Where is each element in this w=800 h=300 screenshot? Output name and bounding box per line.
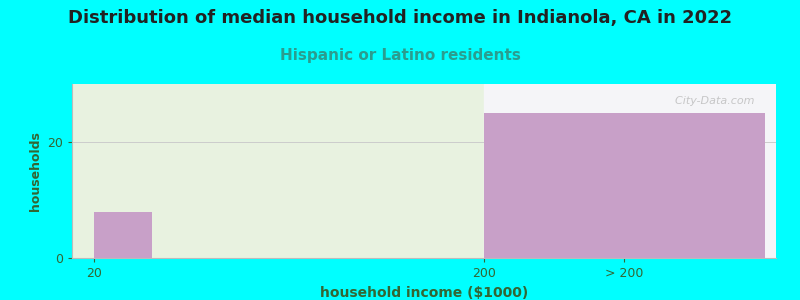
Text: Distribution of median household income in Indianola, CA in 2022: Distribution of median household income … bbox=[68, 9, 732, 27]
Y-axis label: households: households bbox=[29, 131, 42, 211]
Bar bbox=[72, 84, 483, 258]
Text: City-Data.com: City-Data.com bbox=[668, 96, 755, 106]
Bar bbox=[483, 113, 765, 258]
Text: Hispanic or Latino residents: Hispanic or Latino residents bbox=[279, 48, 521, 63]
X-axis label: household income ($1000): household income ($1000) bbox=[320, 286, 528, 300]
Bar bbox=[94, 212, 152, 258]
Bar bbox=[483, 84, 776, 258]
